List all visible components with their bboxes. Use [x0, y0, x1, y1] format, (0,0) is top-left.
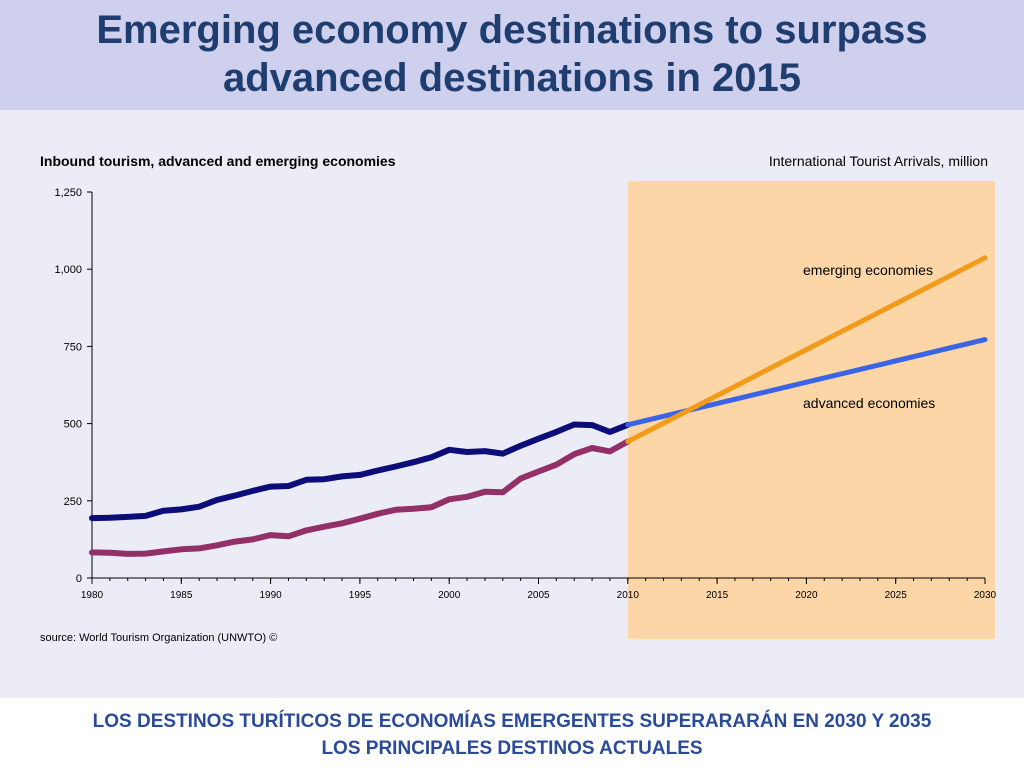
- y-tick-label: 250: [64, 496, 82, 508]
- chart-title: Inbound tourism, advanced and emerging e…: [40, 153, 396, 169]
- y-tick-label: 1,250: [54, 187, 82, 199]
- series-lines: [89, 255, 988, 557]
- chart-source: source: World Tourism Organization (UNWT…: [40, 632, 277, 644]
- x-tick-label: 1995: [349, 590, 372, 601]
- series-line-advanced-economies-actual: [89, 421, 631, 522]
- axes: 0 250 500 750 1,000 1,250 1980 1985 1990 1995 2000…: [54, 187, 996, 601]
- x-tick-label: 2025: [885, 590, 908, 601]
- title-line-1: Emerging economy destinations to surpass: [96, 8, 928, 52]
- x-tick-label: 1980: [81, 590, 104, 601]
- series-line-emerging-economies-forecast: [625, 255, 988, 444]
- y-tick-label: 1,000: [54, 264, 82, 276]
- series-label-advanced-economies: advanced economies: [803, 395, 935, 411]
- x-tick-label: 2010: [617, 590, 640, 601]
- slide-footer: LOS DESTINOS TURÍTICOS DE ECONOMÍAS EMER…: [0, 698, 1024, 768]
- x-tick-label: 2015: [706, 590, 729, 601]
- slide-title: Emerging economy destinations to surpass…: [0, 6, 1024, 102]
- title-line-2: advanced destinations in 2015: [223, 56, 801, 100]
- series-label-emerging-economies: emerging economies: [803, 262, 933, 278]
- line-chart: Inbound tourism, advanced and emerging e…: [40, 153, 997, 644]
- x-tick-label: 2030: [974, 590, 997, 601]
- x-tick-label: 2000: [438, 590, 461, 601]
- series-labels: advanced economies emerging economies: [803, 262, 935, 411]
- y-tick-label: 750: [64, 341, 82, 353]
- x-tick-label: 2020: [795, 590, 818, 601]
- y-tick-label: 500: [64, 419, 82, 431]
- title-band: [0, 0, 1024, 110]
- x-tick-label: 1990: [259, 590, 282, 601]
- chart-subtitle: International Tourist Arrivals, million: [769, 153, 988, 169]
- x-tick-label: 1985: [170, 590, 193, 601]
- x-tick-label: 2005: [527, 590, 550, 601]
- y-tick-label: 0: [76, 573, 82, 585]
- series-line-emerging-economies-actual: [89, 438, 631, 557]
- footer-line-2: LOS PRINCIPALES DESTINOS ACTUALES: [321, 738, 703, 759]
- footer-line-1: LOS DESTINOS TURÍTICOS DE ECONOMÍAS EMER…: [92, 711, 932, 732]
